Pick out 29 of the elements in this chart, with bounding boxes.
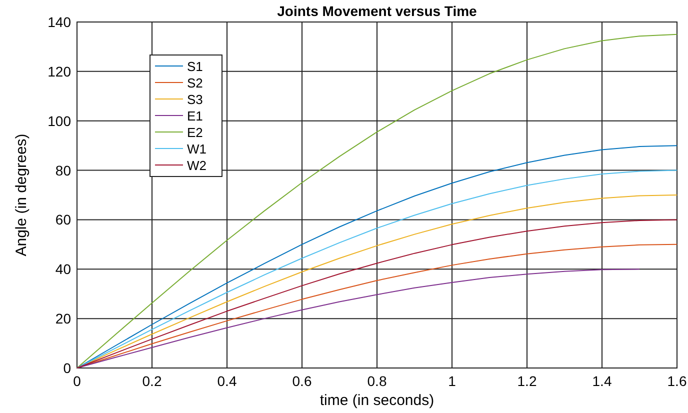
- legend-label: E1: [187, 108, 203, 124]
- x-tick-label: 0.6: [292, 373, 312, 389]
- legend-label: E2: [187, 125, 203, 140]
- y-axis-title: Angle (in degrees): [13, 134, 30, 256]
- y-tick-label: 0: [63, 360, 72, 376]
- x-tick-label: 1.4: [592, 373, 612, 389]
- y-tick-label: 140: [48, 14, 72, 30]
- legend-label: S3: [187, 92, 203, 107]
- x-axis-title: time (in seconds): [320, 392, 434, 409]
- y-tick-label: 60: [55, 212, 72, 228]
- legend-label: W2: [187, 158, 206, 173]
- x-tick-label: 1.6: [667, 373, 687, 389]
- x-tick-label: 0: [73, 373, 82, 389]
- x-tick-label: 0.4: [217, 373, 237, 389]
- line-series: [76, 34, 678, 368]
- y-tick-label: 80: [55, 162, 72, 178]
- y-tick-label: 120: [48, 63, 72, 80]
- legend-label: S2: [187, 76, 203, 90]
- legend-label: W1: [187, 142, 206, 156]
- line-series: [76, 268, 640, 368]
- y-tick-label: 100: [48, 112, 72, 129]
- legend-label: S1: [187, 59, 203, 74]
- x-tick-label: 0.8: [367, 373, 387, 389]
- x-tick-label: 0.2: [142, 373, 162, 389]
- y-tick-label: 20: [55, 310, 72, 327]
- x-tick-label: 1.2: [517, 373, 537, 389]
- x-tick-label: 1: [448, 373, 456, 389]
- chart-title: Joints Movement versus Time: [277, 3, 478, 19]
- y-tick-label: 40: [55, 261, 72, 278]
